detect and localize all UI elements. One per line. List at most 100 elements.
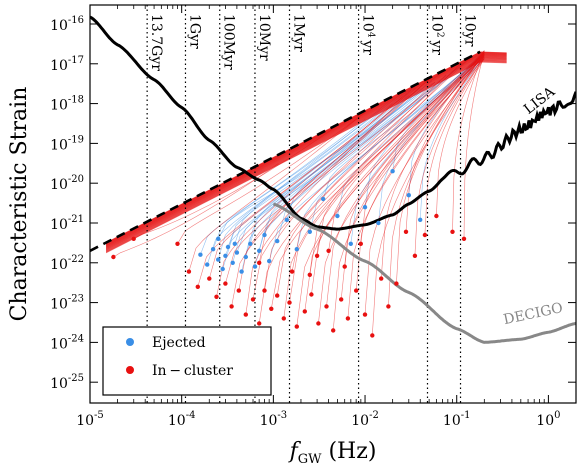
ejected-endpoint [348,241,353,246]
in-cluster-endpoint [370,333,375,338]
in-cluster-endpoint [287,300,292,305]
y-tick-label-base: 10 [50,217,68,233]
binary-endpoints [111,169,467,338]
time-marker-text: 10Myr [256,14,272,61]
x-tick-label: 100 [536,410,560,429]
ejected-endpoint [198,252,203,257]
x-tick-label: 10-2 [351,410,379,429]
ejected-endpoint [225,244,231,250]
inspiral-track [252,68,457,300]
y-tick-label: 10-18 [50,95,84,114]
in-cluster-endpoint [379,276,384,281]
lisa-curve [90,15,576,231]
time-marker-label: 1Gyr [186,14,202,49]
in-cluster-endpoint [214,294,219,299]
y-tick-label-base: 10 [50,137,68,153]
y-tick-label-base: 10 [50,336,68,352]
inspiral-track [188,116,360,272]
inspiral-track [396,52,485,284]
ejected-endpoint [335,213,340,219]
ejected-endpoint [284,217,289,222]
x-tick-label-exp: -4 [186,410,196,421]
inspiral-track [463,51,485,239]
y-tick-label-exp: -25 [68,373,84,384]
x-tick-label-base: 10 [536,413,554,429]
ejected-endpoint [220,266,225,272]
x-tick-label-base: 10 [443,413,461,429]
in-cluster-endpoint [243,312,248,317]
ejected-endpoint [262,232,267,238]
in-cluster-endpoint [434,213,439,219]
ejected-endpoint [243,254,248,260]
sensitivity-curves [90,15,576,344]
y-tick-label: 10-23 [50,294,84,313]
y-tick-label: 10-24 [50,333,84,352]
ejected-endpoint [257,248,262,253]
x-tick-label: 10-1 [443,410,471,429]
x-tick-label: 10-3 [260,410,288,429]
inspiral-track [291,60,480,272]
y-tick-label: 10-16 [50,15,84,34]
inspiral-track [258,74,447,324]
in-cluster-endpoint [195,284,200,289]
x-tick-label: 10-4 [168,410,196,429]
y-tick-label-base: 10 [50,177,68,193]
ejected-endpoint [307,229,312,234]
legend-marker [126,366,134,374]
legend-marker [126,338,134,346]
in-cluster-endpoint [403,229,409,234]
y-tick-label-exp: -17 [68,55,84,66]
ejected-endpoint [230,260,235,265]
time-marker-text: 1Myr [291,14,307,52]
inspiral-track [231,78,430,307]
inspiral-track [264,81,436,236]
time-marker-label: 100Myr [221,14,237,70]
inspiral-track [340,52,485,300]
ejected-endpoint [294,247,299,252]
y-tick-label: 10-20 [50,174,84,193]
in-cluster-endpoint [175,241,180,246]
in-cluster-endpoint [307,272,312,277]
x-tick-label-exp: -2 [369,410,379,421]
ejected-endpoint [210,247,216,252]
in-cluster-endpoint [386,304,391,309]
ejected-endpoint [362,205,368,210]
inspiral-track [360,56,485,244]
inspiral-track [283,64,461,319]
in-cluster-endpoint [450,229,455,234]
in-cluster-endpoint [257,260,262,265]
inspiral-track [304,55,485,312]
inspiral-track [452,50,485,232]
time-marker-label: 1Myr [291,14,307,52]
y-tick-label: 10-17 [50,55,84,74]
inspiral-track [316,51,485,256]
inspiral-track [405,54,485,232]
legend-label: In − cluster [152,363,233,379]
time-marker-label: 13.7Gyr [148,14,164,71]
in-cluster-endpoint [324,304,329,309]
y-tick-label-exp: -23 [68,294,84,305]
x-axis-title-subscript: GW [298,452,322,467]
in-cluster-endpoint [281,316,286,321]
y-tick-label-base: 10 [50,376,68,392]
ejected-endpoint [390,169,395,174]
time-marker-label: 10Myr [256,14,272,61]
decigo-curve [272,202,576,344]
ejected-endpoint [216,236,221,241]
ejected-endpoint [216,257,221,262]
y-tick-label-exp: -16 [68,15,84,26]
inspiral-track [206,87,411,265]
y-tick-label-base: 10 [50,58,68,74]
y-tick-label-exp: -24 [68,333,84,344]
in-cluster-endpoint [186,269,192,274]
inspiral-track [217,101,389,260]
y-tick-label-base: 10 [50,257,68,273]
y-tick-label-exp: -21 [68,214,84,225]
envelope-track [105,60,507,253]
in-cluster-endpoint [358,241,363,246]
in-cluster-endpoint [223,281,228,286]
in-cluster-endpoint [269,306,274,311]
in-cluster-endpoint [294,324,299,329]
legend: Ejected In − cluster [102,326,272,396]
